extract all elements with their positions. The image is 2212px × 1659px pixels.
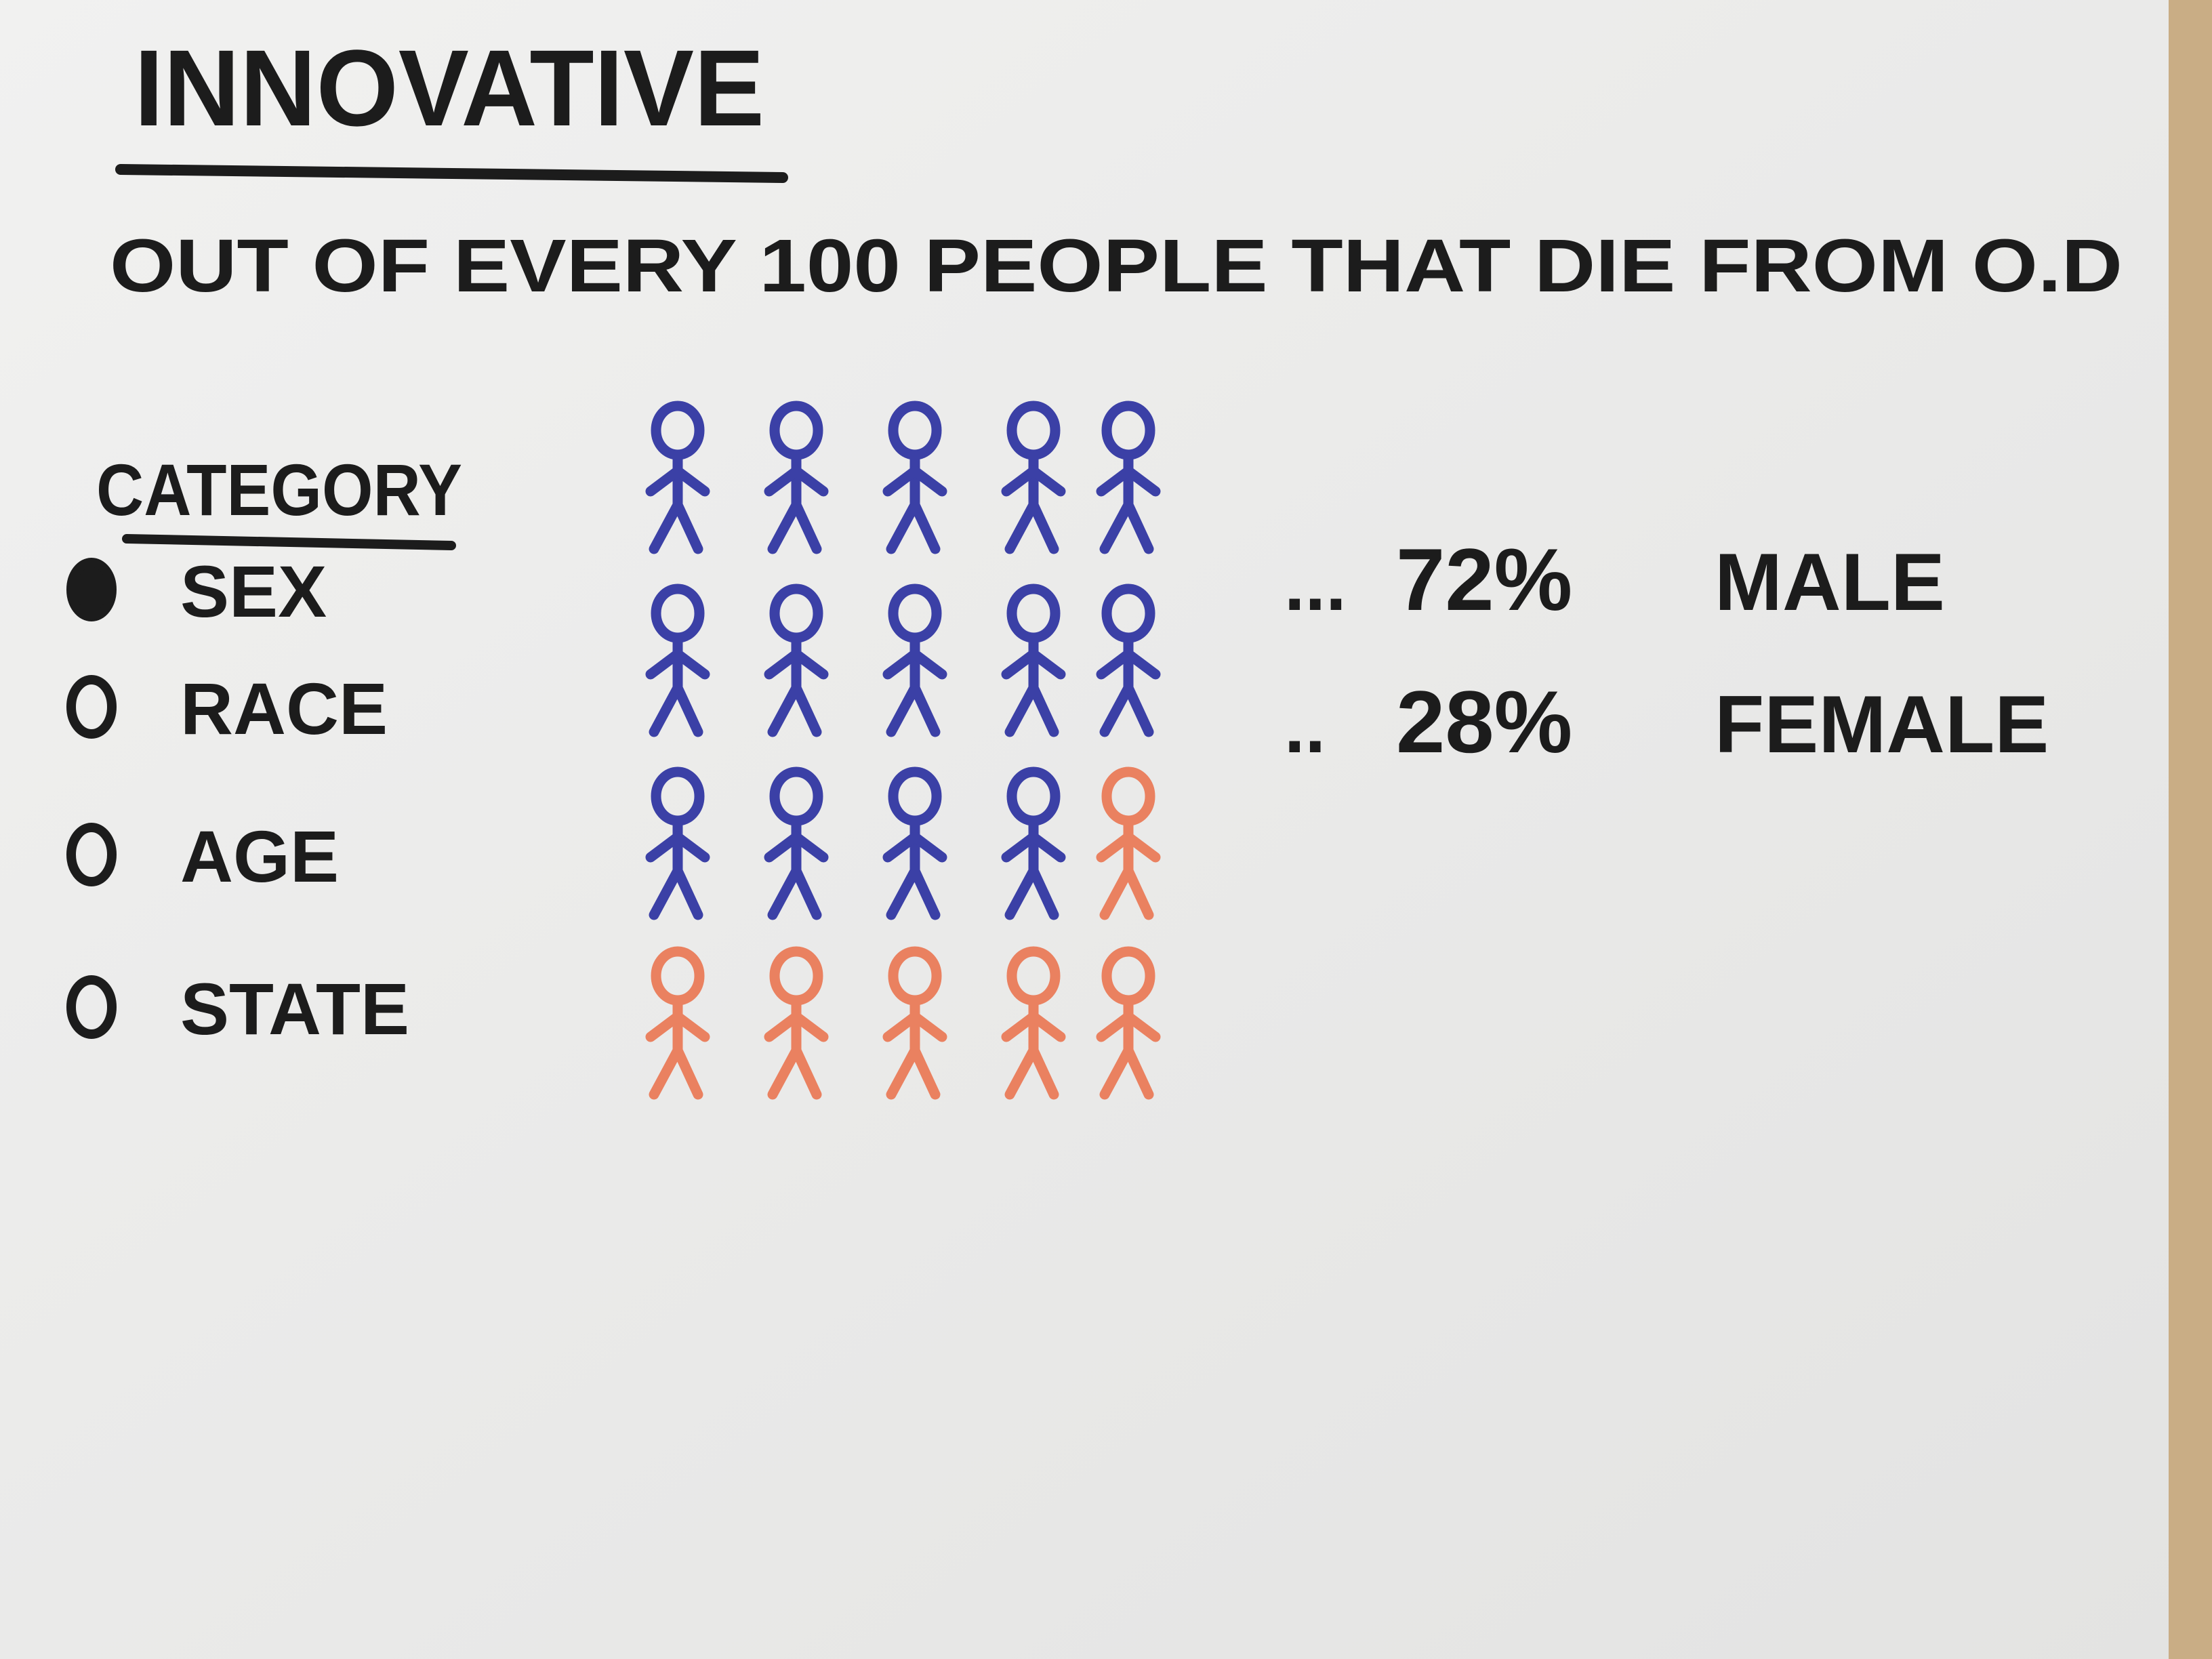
- figure-legs: [767, 1039, 822, 1100]
- figure-legs: [1004, 859, 1059, 920]
- stick-figure: [1096, 401, 1161, 554]
- figure-arms: [882, 1010, 947, 1042]
- stick-figure: [764, 946, 829, 1100]
- figure-legs: [1099, 676, 1154, 737]
- stat-prefix: ...: [1284, 543, 1347, 626]
- figure-arms: [1001, 1010, 1066, 1042]
- figure-legs: [649, 859, 703, 920]
- stick-figure: [645, 401, 710, 554]
- stick-figure: [1096, 583, 1161, 737]
- figure-arms: [764, 464, 829, 497]
- figure-arms: [1096, 830, 1161, 863]
- title-underline: [115, 164, 788, 183]
- radio-button[interactable]: [66, 558, 117, 621]
- figure-legs: [1004, 1039, 1059, 1100]
- title: INNOVATIVE: [134, 27, 764, 148]
- figure-legs: [1004, 676, 1059, 737]
- radio-option[interactable]: RACE: [66, 668, 388, 750]
- figure-arms: [764, 830, 829, 863]
- stick-figure: [1001, 766, 1066, 920]
- figure-arms: [882, 647, 947, 680]
- figure-legs: [767, 676, 822, 737]
- radio-button[interactable]: [66, 823, 117, 886]
- figure-legs: [1099, 493, 1154, 554]
- figure-arms: [764, 1010, 829, 1042]
- figure-legs: [1004, 493, 1059, 554]
- stick-figure: [882, 401, 947, 554]
- figure-legs: [886, 676, 941, 737]
- radio-label[interactable]: RACE: [180, 668, 388, 750]
- breakdown: ... 72% MALE.. 28% FEMALE: [1284, 530, 2049, 771]
- figure-arms: [764, 647, 829, 680]
- figure-arms: [645, 464, 710, 497]
- category-heading: CATEGORY: [96, 449, 462, 531]
- figure-arms: [1096, 464, 1161, 497]
- radio-label[interactable]: SEX: [180, 550, 327, 632]
- stick-figure: [1001, 401, 1066, 554]
- figure-legs: [886, 493, 941, 554]
- pictogram: [645, 401, 1161, 1100]
- stick-figure: [764, 401, 829, 554]
- figure-arms: [645, 647, 710, 680]
- figure-legs: [886, 859, 941, 920]
- figure-arms: [882, 830, 947, 863]
- stick-figure: [645, 946, 710, 1100]
- stick-figure: [1001, 583, 1066, 737]
- stat-prefix: ..: [1284, 685, 1326, 769]
- figure-arms: [1001, 830, 1066, 863]
- stat-label: MALE: [1715, 537, 1945, 628]
- stick-figure: [764, 583, 829, 737]
- category-options: SEX RACE AGE STATE: [66, 550, 409, 1050]
- radio-button[interactable]: [66, 975, 117, 1039]
- stick-figure: [1001, 946, 1066, 1100]
- figure-arms: [645, 1010, 710, 1042]
- stick-figure: [1096, 946, 1161, 1100]
- stat-percent: 72%: [1396, 530, 1572, 629]
- stat-label: FEMALE: [1715, 679, 2049, 770]
- figure-legs: [767, 859, 822, 920]
- figure-legs: [886, 1039, 941, 1100]
- figure-legs: [1099, 1039, 1154, 1100]
- figure-arms: [1096, 647, 1161, 680]
- radio-option[interactable]: AGE: [66, 815, 339, 897]
- figure-legs: [649, 676, 703, 737]
- figure-legs: [1099, 859, 1154, 920]
- figure-legs: [649, 493, 703, 554]
- stick-figure: [645, 583, 710, 737]
- figure-arms: [1001, 647, 1066, 680]
- figure-arms: [1001, 464, 1066, 497]
- stat-percent: 28%: [1396, 672, 1572, 771]
- figure-arms: [882, 464, 947, 497]
- stick-figure: [882, 583, 947, 737]
- stick-figure: [1096, 766, 1161, 920]
- stick-figure: [882, 766, 947, 920]
- figure-legs: [649, 1039, 703, 1100]
- radio-option[interactable]: SEX: [66, 550, 327, 632]
- radio-label[interactable]: STATE: [180, 968, 409, 1050]
- category-underline: [122, 534, 456, 550]
- figure-arms: [645, 830, 710, 863]
- radio-label[interactable]: AGE: [180, 815, 339, 897]
- stick-figure: [764, 766, 829, 920]
- figure-arms: [1096, 1010, 1161, 1042]
- subtitle: OUT OF EVERY 100 PEOPLE THAT DIE FROM O.…: [110, 224, 2123, 308]
- stick-figure: [882, 946, 947, 1100]
- figure-legs: [767, 493, 822, 554]
- radio-option[interactable]: STATE: [66, 968, 409, 1050]
- stick-figure: [645, 766, 710, 920]
- radio-button[interactable]: [66, 675, 117, 739]
